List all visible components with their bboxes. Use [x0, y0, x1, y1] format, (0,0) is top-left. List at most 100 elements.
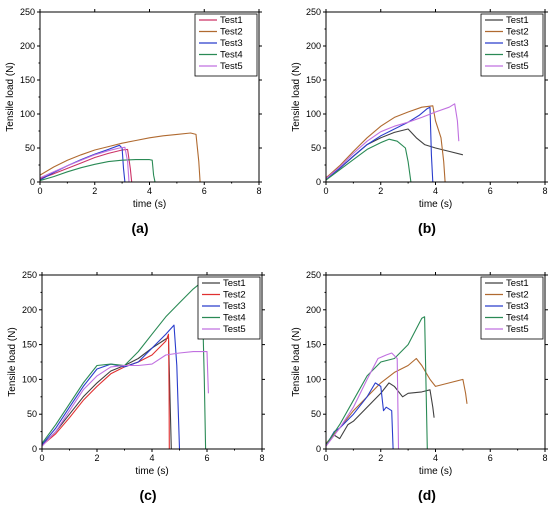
panel-label: (b) — [418, 220, 436, 236]
series-line-test1 — [40, 148, 133, 182]
y-tick-label: 150 — [20, 75, 35, 85]
legend-entry: Test5 — [506, 324, 529, 335]
x-axis-label: time (s) — [135, 466, 168, 477]
x-tick-label: 8 — [542, 453, 547, 463]
legend-box — [480, 276, 544, 340]
y-tick-label: 250 — [306, 270, 321, 280]
x-tick-label: 0 — [323, 186, 328, 196]
panel-label: (a) — [131, 220, 148, 236]
x-tick-label: 6 — [488, 186, 493, 196]
legend-entry: Test4 — [220, 50, 243, 61]
series-line-test4 — [326, 138, 412, 182]
series-line-test5 — [42, 351, 209, 447]
chart-panel-c: 0 2 4 6 8 0 50 100 150 200 250 time (s) Tensile load… — [7, 270, 265, 503]
y-tick-label: 150 — [22, 340, 37, 350]
x-tick-label: 6 — [488, 453, 493, 463]
y-axis-label: Tensile load (N) — [7, 327, 18, 396]
legend-entry: Test1 — [223, 278, 246, 289]
chart-panel-b: 0 2 4 6 8 0 50 100 150 200 250 time (s) Tensile load… — [291, 7, 548, 236]
series-line-test2 — [42, 333, 170, 449]
chart-panel-a: 0 2 4 6 8 0 50 100 150 200 250 time (s) Tensile load… — [5, 7, 262, 236]
y-tick-label: 250 — [22, 270, 37, 280]
panel-label: (c) — [139, 487, 156, 503]
legend-entry: Test4 — [506, 50, 529, 61]
x-tick-label: 6 — [204, 453, 209, 463]
legend-entry: Test2 — [220, 27, 243, 38]
y-tick-label: 200 — [22, 305, 37, 315]
x-tick-label: 8 — [259, 453, 264, 463]
legend-entry: Test4 — [223, 313, 246, 324]
x-tick-label: 2 — [378, 186, 383, 196]
y-tick-label: 250 — [306, 7, 321, 17]
series-lines — [42, 282, 209, 449]
x-axis-label: time (s) — [419, 199, 452, 210]
y-tick-label: 0 — [30, 177, 35, 187]
x-axis-label: time (s) — [419, 466, 452, 477]
x-tick-label: 8 — [256, 186, 261, 196]
y-tick-label: 200 — [306, 41, 321, 51]
series-line-test4 — [326, 316, 428, 449]
y-tick-label: 0 — [316, 444, 321, 454]
series-line-test5 — [326, 103, 460, 180]
y-tick-label: 50 — [25, 143, 35, 153]
y-tick-label: 0 — [316, 177, 321, 187]
series-line-test2 — [40, 132, 201, 182]
legend-entry: Test2 — [506, 290, 529, 301]
y-tick-label: 200 — [306, 305, 321, 315]
series-line-test5 — [40, 146, 130, 182]
series-lines — [40, 132, 201, 182]
y-axis-label: Tensile load (N) — [5, 62, 16, 131]
series-lines — [326, 103, 464, 182]
x-tick-label: 0 — [323, 453, 328, 463]
y-tick-label: 100 — [306, 374, 321, 384]
x-tick-label: 6 — [202, 186, 207, 196]
x-tick-label: 2 — [92, 186, 97, 196]
y-tick-label: 100 — [20, 109, 35, 119]
legend-entry: Test3 — [506, 38, 529, 49]
series-line-test5 — [326, 352, 400, 449]
y-tick-label: 100 — [306, 109, 321, 119]
panel-label: (d) — [418, 487, 436, 503]
x-tick-label: 0 — [37, 186, 42, 196]
y-tick-label: 100 — [22, 374, 37, 384]
series-line-test2 — [326, 105, 446, 182]
x-tick-label: 2 — [378, 453, 383, 463]
x-tick-label: 4 — [433, 453, 438, 463]
legend-entry: Test3 — [220, 38, 243, 49]
series-lines — [326, 316, 468, 449]
y-tick-label: 250 — [20, 7, 35, 17]
series-line-test3 — [326, 382, 394, 449]
y-tick-label: 50 — [27, 409, 37, 419]
x-tick-label: 4 — [433, 186, 438, 196]
legend-entry: Test1 — [220, 15, 243, 26]
legend-entry: Test1 — [506, 15, 529, 26]
legend-entry: Test2 — [506, 27, 529, 38]
y-tick-label: 50 — [311, 143, 321, 153]
y-axis-label: Tensile load (N) — [291, 327, 302, 396]
legend-entry: Test1 — [506, 278, 529, 289]
legend-entry: Test5 — [223, 324, 246, 335]
legend-entry: Test4 — [506, 313, 529, 324]
legend-entry: Test5 — [220, 61, 243, 72]
x-tick-label: 4 — [147, 186, 152, 196]
y-tick-label: 0 — [32, 444, 37, 454]
legend-entry: Test2 — [223, 290, 246, 301]
x-tick-label: 4 — [149, 453, 154, 463]
series-line-test2 — [326, 357, 468, 444]
y-tick-label: 50 — [311, 409, 321, 419]
legend-entry: Test3 — [223, 301, 246, 312]
series-line-test3 — [42, 324, 181, 449]
x-tick-label: 0 — [39, 453, 44, 463]
y-tick-label: 150 — [306, 340, 321, 350]
series-line-test4 — [40, 159, 156, 182]
legend-entry: Test3 — [506, 301, 529, 312]
chart-panel-d: 0 2 4 6 8 0 50 100 150 200 250 time (s) Tensile load… — [291, 270, 548, 503]
legend-entry: Test5 — [506, 61, 529, 72]
x-tick-label: 8 — [542, 186, 547, 196]
y-tick-label: 150 — [306, 75, 321, 85]
